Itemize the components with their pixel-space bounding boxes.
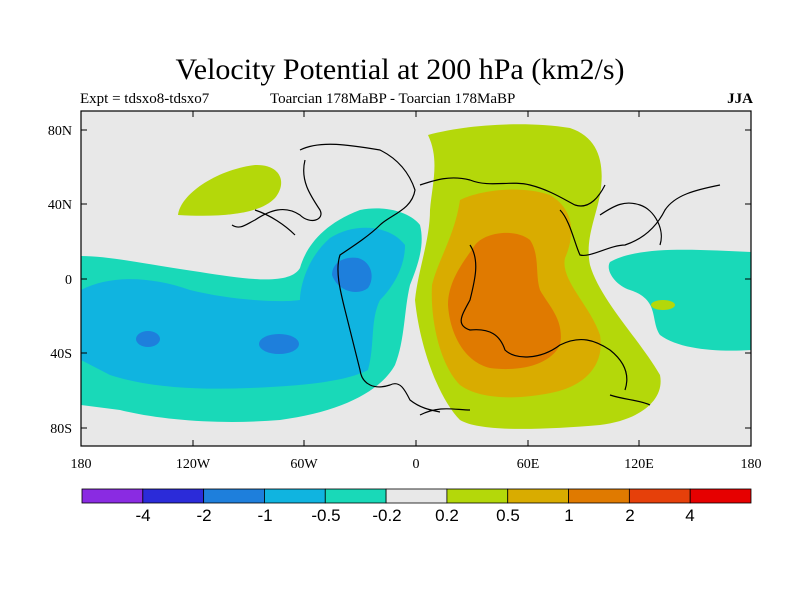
- colorbar: -4 -2 -1 -0.5 -0.2 0.2 0.5 1 2 4: [81, 488, 752, 525]
- colorbar-boxes: [81, 488, 752, 504]
- colorbar-label: 0.5: [496, 506, 520, 525]
- contour-negative-strong-3: [136, 331, 160, 347]
- y-tick-label: 80S: [50, 422, 72, 437]
- colorbar-label: 1: [564, 506, 573, 525]
- colorbar-box: [689, 488, 752, 504]
- coastline-asia: [599, 202, 662, 246]
- coastline-africa: [460, 244, 628, 391]
- colorbar-box: [324, 488, 387, 504]
- y-tick-label: 40N: [48, 198, 72, 213]
- colorbar-label: 0.2: [435, 506, 459, 525]
- experiment-label: Expt = tdsxo8-tdsxo7: [80, 91, 210, 107]
- coastline-north: [231, 159, 322, 228]
- colorbar-box: [81, 488, 144, 504]
- coastline-islands: [419, 394, 651, 416]
- colorbar-box: [507, 488, 569, 504]
- contour-negative-strong-2: [259, 334, 299, 354]
- map-title: Velocity Potential at 200 hPa (km2/s): [175, 53, 625, 86]
- colorbar-box: [264, 488, 326, 504]
- x-tick-label: 60E: [517, 457, 540, 472]
- colorbar-box: [446, 488, 509, 504]
- coastline-america: [299, 143, 441, 413]
- contour-negative-mid: [81, 227, 405, 389]
- coastlines: [231, 143, 721, 416]
- coastline-tethys: [559, 184, 721, 257]
- x-tick-label: 120E: [624, 457, 654, 472]
- contour-positive-northwest: [178, 164, 282, 216]
- x-tick-label: 0: [413, 457, 420, 472]
- contour-positive-east-small: [651, 300, 675, 310]
- colorbar-box: [568, 488, 630, 504]
- contour-negative-east: [608, 249, 751, 351]
- x-tick-label: 180: [741, 457, 762, 472]
- y-tick-label: 80N: [48, 124, 72, 139]
- colorbar-label: 2: [625, 506, 634, 525]
- contour-negative-strong-1: [332, 257, 372, 292]
- colorbar-box: [203, 488, 265, 504]
- coastline-europe: [419, 177, 606, 207]
- coastline-west: [254, 209, 296, 236]
- y-tick-label: 0: [65, 273, 72, 288]
- colorbar-label: -4: [135, 506, 150, 525]
- colorbar-label: -2: [196, 506, 211, 525]
- colorbar-label: 4: [685, 506, 694, 525]
- x-tick-label: 120W: [176, 457, 211, 472]
- x-tick-label: 60W: [290, 457, 318, 472]
- colorbar-box: [385, 488, 448, 504]
- colorbar-box: [142, 488, 205, 504]
- colorbar-box: [628, 488, 691, 504]
- axis-ticks: [80, 111, 752, 446]
- colorbar-label: -0.2: [372, 506, 401, 525]
- contour-field: [81, 111, 751, 446]
- season-label: JJA: [727, 91, 753, 107]
- y-tick-label: 40S: [50, 347, 72, 362]
- period-label: Toarcian 178MaBP - Toarcian 178MaBP: [270, 91, 516, 107]
- colorbar-label: -0.5: [311, 506, 340, 525]
- colorbar-label: -1: [257, 506, 272, 525]
- x-tick-label: 180: [71, 457, 92, 472]
